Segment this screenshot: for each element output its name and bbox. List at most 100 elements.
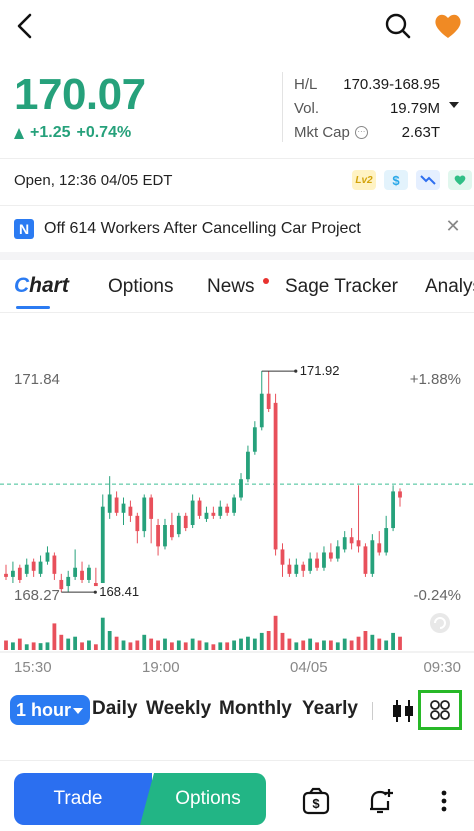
tab-chart[interactable]: Chart — [14, 274, 69, 298]
interval-selector: 1 hour Daily Weekly Monthly Yearly — [0, 690, 474, 730]
volume-bar — [370, 634, 375, 650]
svg-text:$: $ — [312, 796, 320, 811]
volume-bar — [38, 643, 43, 650]
candle-body — [38, 561, 43, 574]
reset-zoom-icon[interactable] — [430, 613, 450, 633]
volume-bar — [349, 640, 354, 650]
volume-bar — [266, 631, 271, 650]
price-chart[interactable]: 171.84 168.27 +1.88% -0.24% 171.92 168.41… — [0, 318, 474, 680]
candle-body — [197, 500, 202, 516]
candle-body — [121, 503, 126, 513]
candle-body — [183, 515, 188, 529]
expand-stats-icon[interactable] — [449, 102, 459, 108]
volume-bar — [322, 640, 326, 650]
volume-bar — [239, 638, 243, 650]
interval-monthly[interactable]: Monthly — [219, 698, 292, 719]
volume-bar — [377, 638, 382, 650]
interval-1-hour[interactable]: 1 hour — [10, 695, 90, 725]
section-separator — [0, 252, 474, 260]
candle-body — [24, 564, 29, 574]
volume-bar — [17, 638, 22, 650]
volume-bar — [100, 617, 105, 650]
stat-value: 170.39-168.95 — [343, 75, 440, 93]
candle-body — [100, 506, 105, 584]
volume-bar — [218, 642, 223, 650]
volume-bar — [273, 615, 278, 650]
news-ticker[interactable] — [0, 208, 474, 250]
volume-bar — [121, 640, 126, 650]
x-tick: 04/05 — [290, 659, 328, 676]
candle-body — [80, 570, 84, 580]
chevron-left-icon[interactable] — [10, 10, 42, 42]
stat-value: 19.79M — [389, 99, 440, 117]
volume-bar — [59, 634, 64, 650]
tab-news[interactable]: News — [207, 276, 255, 297]
candle-body — [342, 537, 347, 550]
candle-body — [363, 546, 368, 574]
volume-bar — [31, 642, 36, 650]
heart-icon[interactable] — [432, 10, 464, 42]
y-axis-low-pct: -0.24% — [413, 587, 461, 604]
news-headline[interactable]: Off 614 Workers After Cancelling Car Pro… — [44, 220, 361, 237]
volume-bar — [391, 632, 395, 650]
volume-bar — [4, 640, 8, 650]
close-icon[interactable]: ✕ — [445, 216, 461, 236]
candle-body — [176, 515, 181, 535]
candle-body — [52, 555, 57, 574]
candle-body — [4, 573, 8, 577]
interval-yearly[interactable]: Yearly — [302, 698, 358, 719]
volume-bar — [114, 636, 119, 650]
volume-bar — [398, 636, 402, 650]
candle-body — [218, 506, 223, 516]
candle-body — [246, 451, 250, 480]
volume-bar — [335, 642, 340, 650]
heart-icon[interactable] — [448, 170, 472, 190]
volume-bar — [163, 638, 167, 650]
candle-body — [17, 567, 22, 580]
y-axis-high-label: 171.84 — [14, 371, 60, 388]
bottom-action-bar: Trade Options $ — [0, 760, 474, 831]
candle-body — [315, 558, 319, 568]
level2-badge[interactable]: Lv2 — [352, 170, 376, 190]
candle-body — [190, 500, 195, 525]
annotation-label: 168.41 — [99, 584, 139, 599]
more-options-icon[interactable] — [432, 785, 456, 817]
volume-bar — [149, 638, 154, 650]
candle-body — [239, 479, 243, 498]
candle-body — [45, 552, 50, 562]
tab-chart-initial: C — [14, 274, 30, 297]
trade-button[interactable]: Trade — [14, 773, 152, 825]
candle-body — [232, 497, 237, 513]
info-icon[interactable]: ··· — [354, 125, 368, 139]
volume-bar — [66, 638, 71, 650]
interval-daily[interactable]: Daily — [92, 698, 138, 719]
tab-analysis[interactable]: Analysis — [425, 276, 474, 297]
wallet-icon[interactable]: $ — [300, 785, 332, 817]
candles — [0, 371, 474, 593]
candle-body — [287, 564, 292, 574]
interval-weekly[interactable]: Weekly — [146, 698, 212, 719]
annotation-label: 171.92 — [300, 363, 340, 378]
options-button[interactable]: Options — [140, 773, 266, 825]
indicators-grid-icon[interactable] — [418, 690, 462, 730]
price-alert-icon[interactable] — [364, 785, 396, 817]
candle-body — [273, 402, 278, 550]
volume-bar — [52, 623, 57, 650]
quote-stats[interactable]: H/L 170.39-168.95 Vol. 19.79M Mkt Cap ··… — [294, 72, 440, 144]
candle-body — [114, 497, 119, 513]
candlestick-icon[interactable] — [390, 697, 416, 725]
dollar-badge[interactable]: $ — [384, 170, 408, 190]
change-value: +1.25 — [30, 124, 71, 141]
search-icon[interactable] — [382, 10, 414, 42]
detail-tabs: Chart Options News Sage Tracker Analysis — [0, 268, 474, 312]
volume-bar — [246, 636, 250, 650]
tab-chart-label: hart — [29, 274, 69, 297]
volume-bar — [190, 638, 195, 650]
tab-options[interactable]: Options — [108, 276, 174, 297]
tab-sage-tracker[interactable]: Sage Tracker — [285, 276, 398, 297]
chevron-down-icon — [73, 708, 84, 715]
candle-body — [266, 393, 271, 409]
volume-bar — [225, 642, 230, 650]
candle-body — [149, 497, 154, 519]
trend-icon[interactable] — [416, 170, 440, 190]
